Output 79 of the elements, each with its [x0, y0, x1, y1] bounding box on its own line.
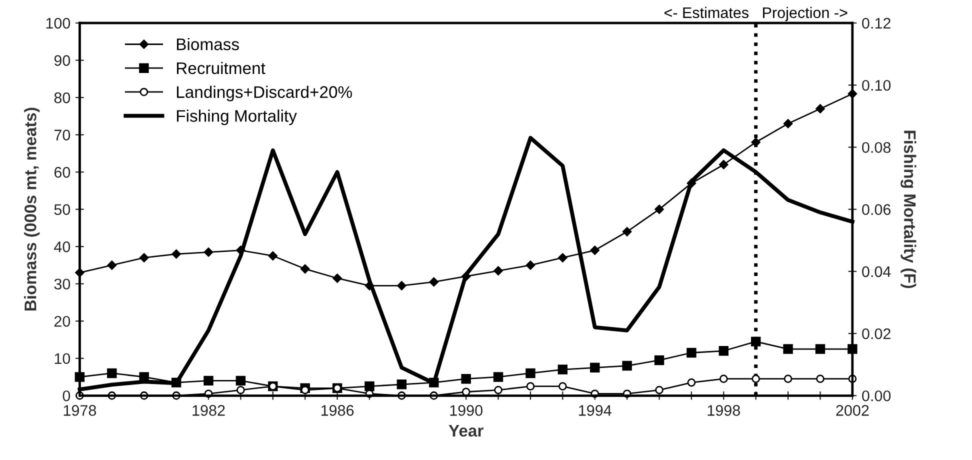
x-tick-label: 1998 — [708, 405, 740, 416]
point — [172, 249, 181, 259]
point — [751, 138, 760, 147]
y-tick-label: 50 — [54, 204, 70, 215]
point — [396, 380, 407, 390]
point — [494, 266, 503, 276]
x-axis-title: Year — [448, 425, 484, 437]
y-tick-label: 80 — [54, 92, 70, 104]
point — [268, 251, 278, 260]
point — [107, 260, 117, 270]
y-tick-label: 40 — [54, 241, 70, 252]
point — [752, 374, 760, 383]
point — [364, 381, 374, 392]
point — [332, 274, 342, 283]
y-tick-label: 100 — [46, 18, 70, 29]
point — [783, 118, 793, 128]
point — [654, 204, 664, 214]
y-axis-title: Biomass (000s mt, meats) — [24, 108, 40, 311]
y-tick-label: 30 — [54, 278, 70, 290]
y2-tick-label: 0.02 — [862, 328, 890, 340]
point — [816, 374, 824, 383]
point — [686, 348, 696, 358]
point — [784, 374, 792, 383]
y2-tick-label: 0.12 — [862, 18, 890, 29]
point — [590, 362, 600, 373]
point — [139, 253, 149, 262]
point — [107, 368, 117, 378]
x-tick-label: 1990 — [450, 405, 482, 416]
point — [494, 386, 502, 394]
point — [719, 374, 728, 383]
point — [590, 246, 600, 255]
point — [655, 386, 664, 394]
ref-line-label: <- Estimates Projection -> — [664, 6, 848, 22]
point — [526, 368, 536, 378]
y2-tick-label: 0.00 — [862, 390, 891, 402]
point — [558, 253, 568, 262]
y-tick-label: 60 — [54, 166, 70, 178]
point — [816, 104, 825, 114]
y-tick-label: 0 — [62, 390, 70, 402]
point — [461, 374, 471, 384]
legend-label: Recruitment — [176, 62, 266, 74]
x-tick-label: 1994 — [579, 405, 612, 416]
point — [622, 360, 632, 371]
point — [429, 277, 438, 287]
y-tick-label: 90 — [54, 55, 70, 66]
x-tick-label: 1982 — [192, 405, 225, 416]
point — [558, 364, 568, 374]
point — [718, 346, 729, 356]
point — [815, 344, 826, 354]
legend-label: Biomass — [176, 38, 239, 50]
point — [204, 376, 214, 386]
x-tick-label: 1978 — [64, 405, 96, 416]
point — [300, 264, 310, 274]
y2-tick-label: 0.06 — [862, 204, 891, 215]
point — [397, 281, 406, 290]
y2-tick-label: 0.04 — [862, 266, 891, 278]
point — [526, 382, 535, 390]
point — [236, 376, 246, 386]
y2-tick-label: 0.08 — [862, 142, 891, 153]
x-tick-label: 2002 — [836, 405, 869, 416]
point — [622, 227, 632, 236]
y2-tick-label: 0.10 — [862, 80, 891, 91]
y2-axis-title: Fishing Mortality (F) — [900, 130, 916, 288]
point — [558, 382, 567, 390]
y-tick-label: 20 — [54, 316, 70, 327]
legend-label: Fishing Mortality — [176, 110, 297, 126]
y-tick-label: 70 — [54, 130, 70, 140]
point — [783, 344, 793, 354]
point — [526, 260, 536, 270]
point — [236, 386, 245, 394]
point — [493, 372, 504, 382]
point — [750, 336, 761, 346]
x-tick-label: 1986 — [321, 405, 354, 416]
legend-label: Landings+Discard+20% — [176, 86, 352, 102]
point — [204, 248, 214, 257]
point — [719, 160, 728, 170]
point — [654, 355, 664, 366]
point — [687, 378, 696, 387]
y-tick-label: 10 — [54, 353, 70, 364]
